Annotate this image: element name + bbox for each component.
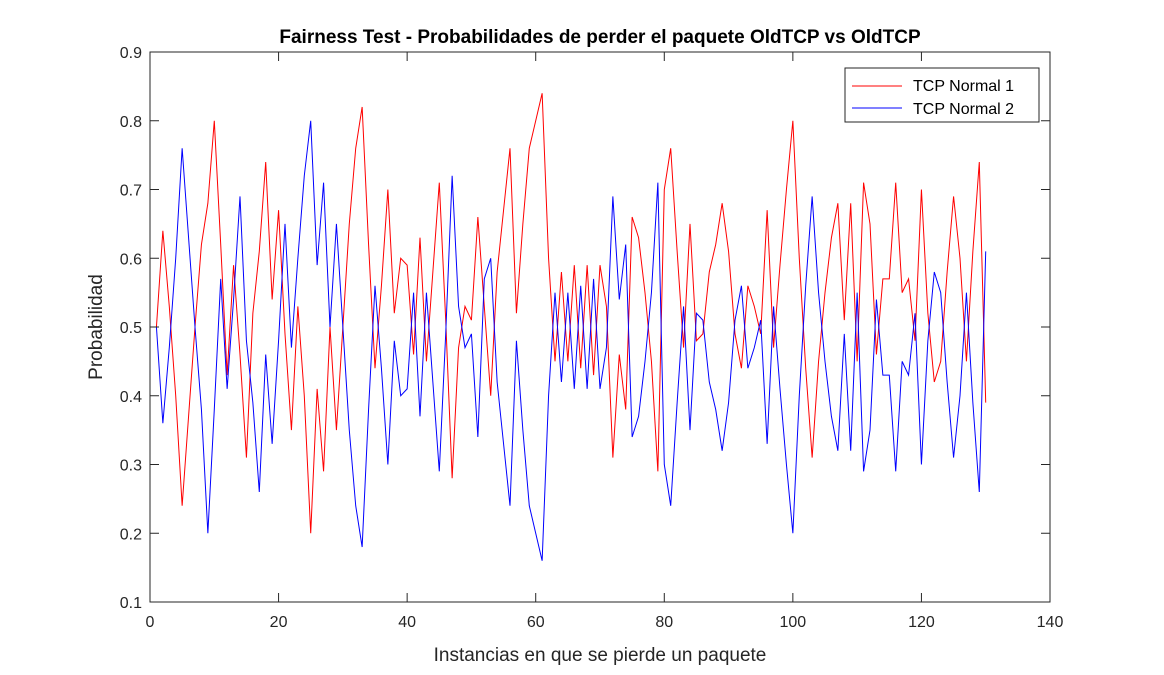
x-axis-title: Instancias en que se pierde un paquete <box>434 645 767 666</box>
series-line-tcp-normal-1 <box>155 93 987 534</box>
y-tick-label: 0.9 <box>120 45 142 62</box>
series-layer <box>155 93 987 561</box>
legend-box <box>844 67 1040 123</box>
y-tick-label: 0.6 <box>120 251 142 268</box>
x-tick-label: 140 <box>1037 614 1064 631</box>
x-tick-label: 120 <box>908 614 935 631</box>
chart-title: Fairness Test - Probabilidades de perder… <box>279 27 921 48</box>
legend: TCP Normal 1 TCP Normal 2 <box>844 67 1040 123</box>
y-tick-label: 0.5 <box>120 320 142 337</box>
x-tick-label: 40 <box>398 614 416 631</box>
legend-label-tcp-normal-2: TCP Normal 2 <box>913 101 1014 118</box>
series-line-tcp-normal-2 <box>155 120 987 561</box>
x-tick-label: 80 <box>655 614 673 631</box>
x-tick-label: 0 <box>146 614 155 631</box>
y-axis-title: Probabilidad <box>86 274 107 380</box>
y-tick-label: 0.1 <box>120 595 142 612</box>
y-tick-label: 0.3 <box>120 458 142 475</box>
y-tick-label: 0.4 <box>120 389 142 406</box>
x-tick-label: 20 <box>270 614 288 631</box>
y-axis: 0.1 0.2 0.3 0.4 0.5 0.6 0.7 0.8 0.9 <box>120 45 1050 612</box>
legend-label-tcp-normal-1: TCP Normal 1 <box>913 78 1014 95</box>
x-tick-label: 100 <box>780 614 807 631</box>
x-tick-label: 60 <box>527 614 545 631</box>
y-tick-label: 0.7 <box>120 183 142 200</box>
y-tick-label: 0.8 <box>120 114 142 131</box>
x-axis: 0 20 40 60 80 100 120 140 <box>146 52 1064 631</box>
y-tick-label: 0.2 <box>120 526 142 543</box>
